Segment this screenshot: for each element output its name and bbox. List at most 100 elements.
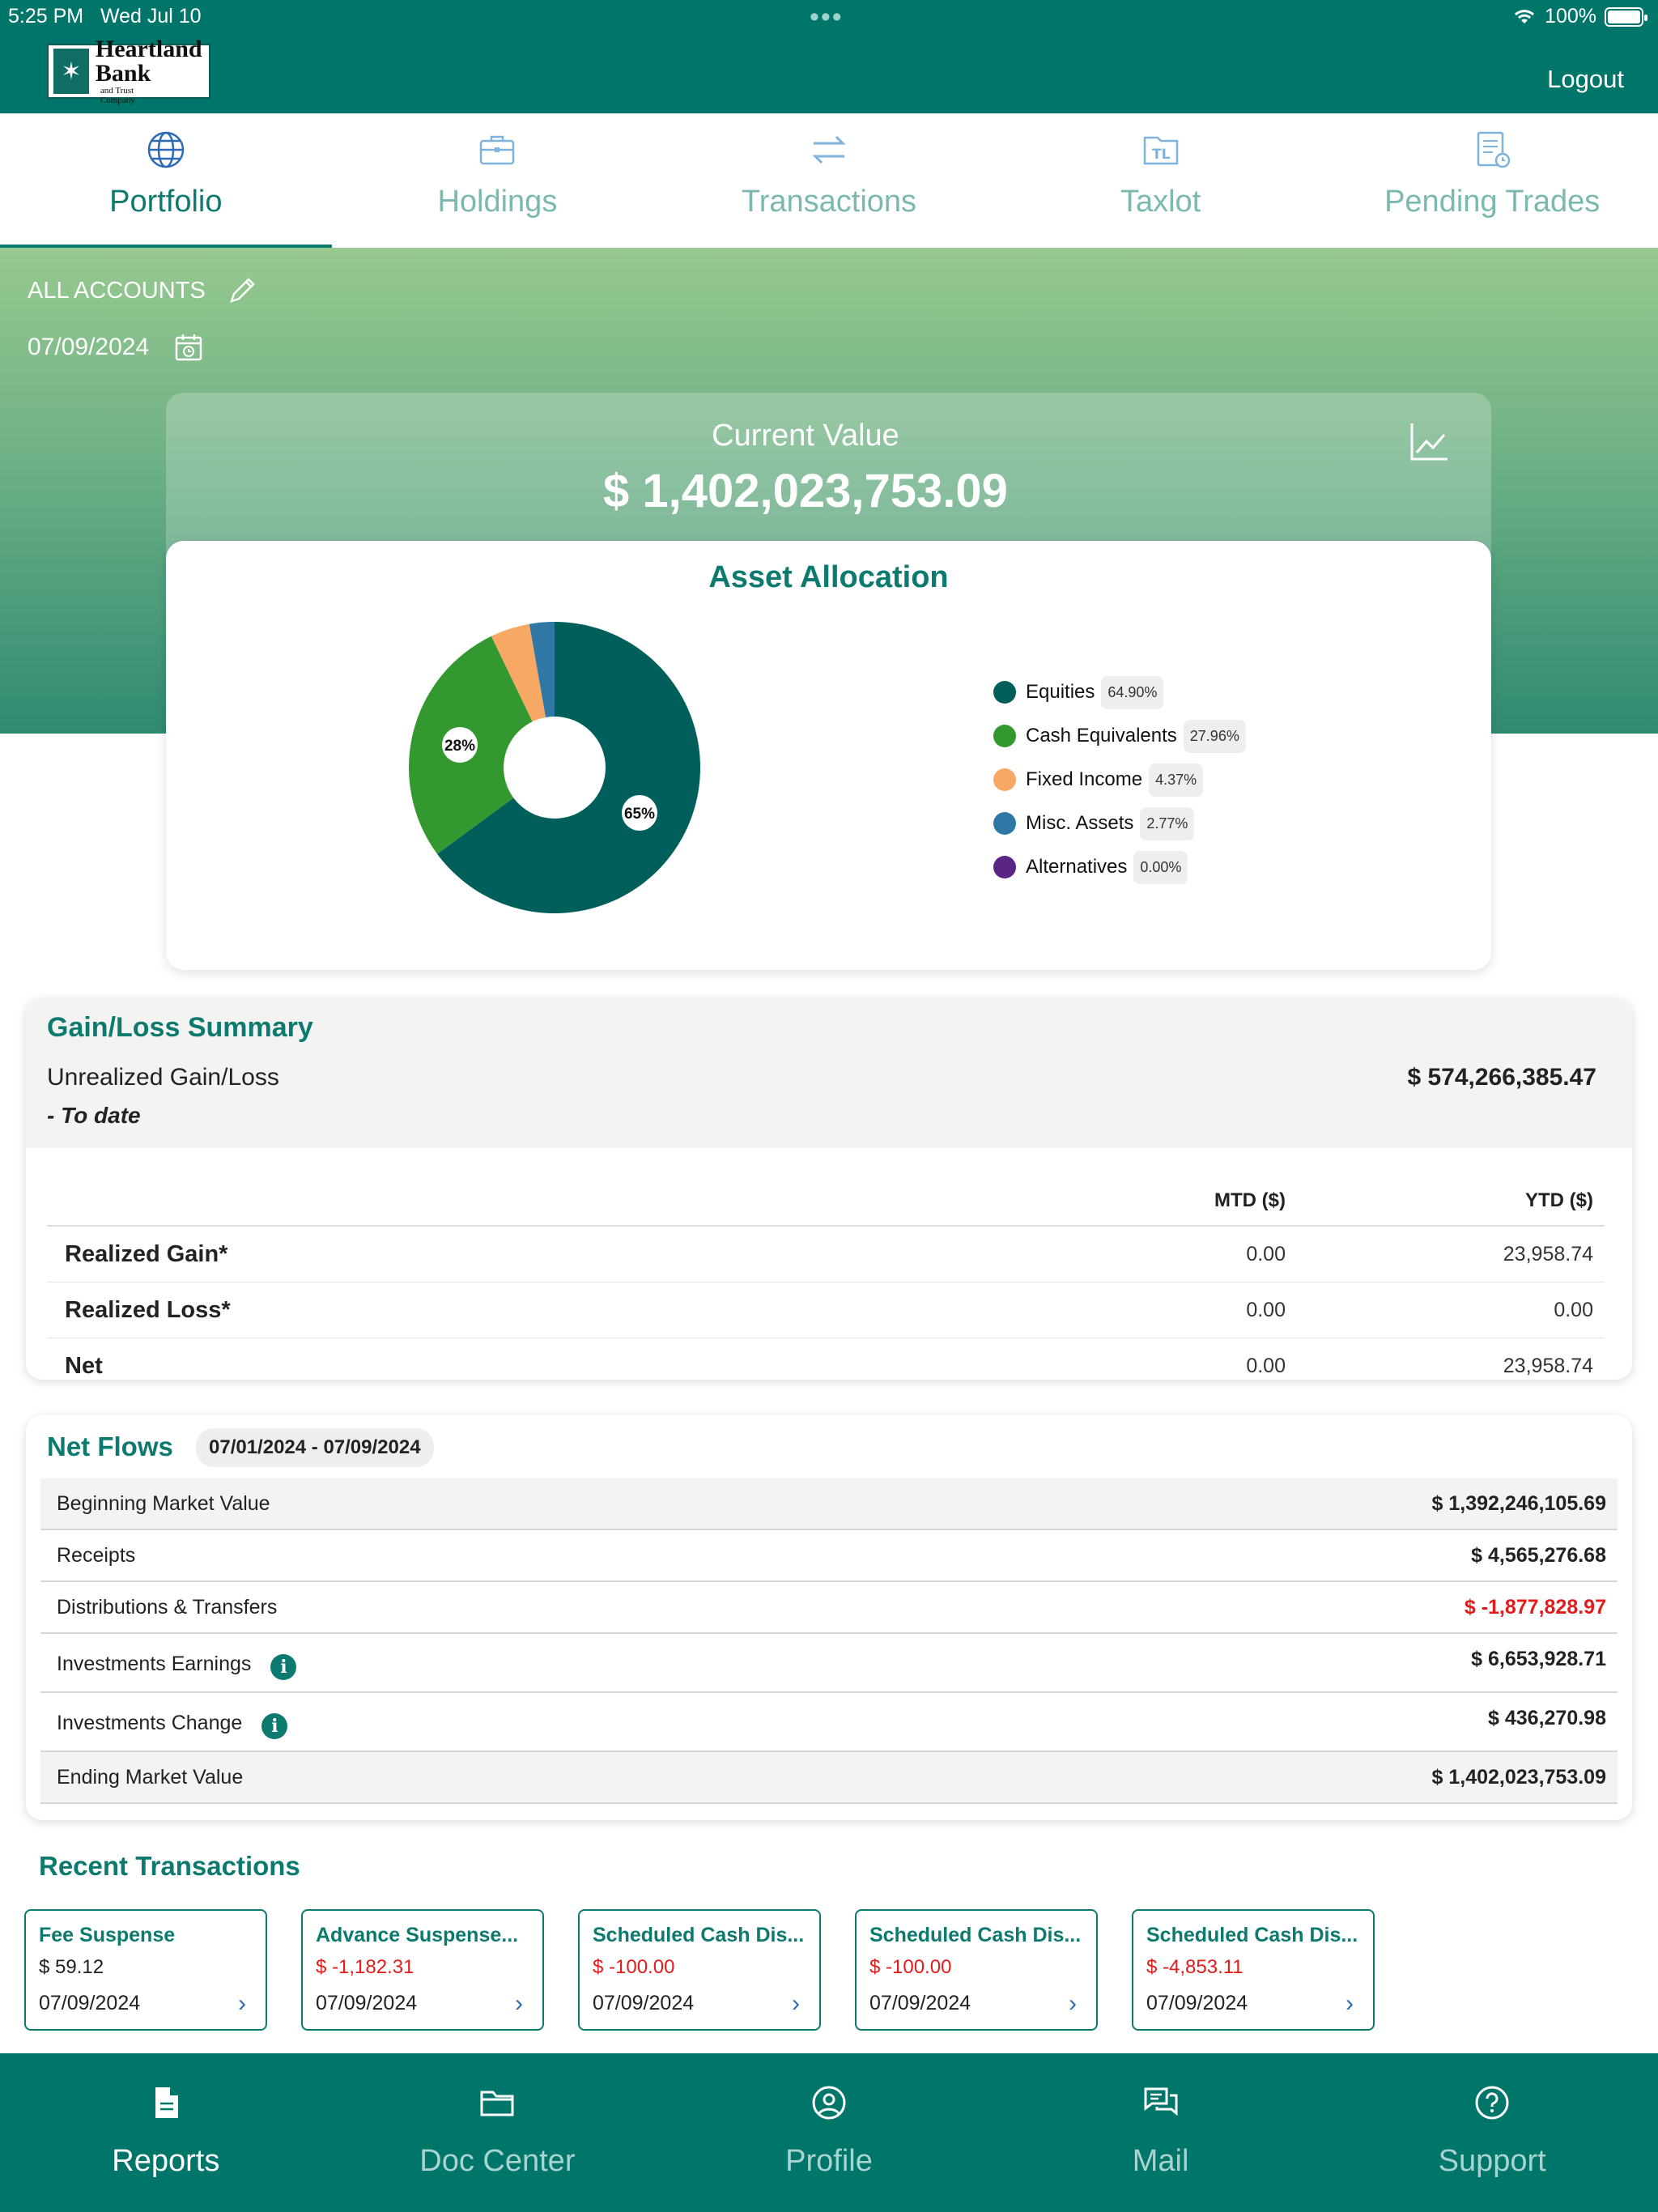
legend-swatch (993, 681, 1016, 704)
nav-reports-label: Reports (112, 2144, 220, 2178)
chevron-right-icon[interactable]: › (238, 1990, 246, 2017)
row-ytd: 0.00 (1554, 1299, 1593, 1321)
legend-percent: 0.00% (1133, 850, 1188, 884)
nav-profile[interactable]: Profile (663, 2053, 995, 2212)
pencil-icon[interactable] (227, 275, 257, 306)
transaction-amount: $ -4,853.11 (1146, 1956, 1244, 1978)
row-label: Investments Change (57, 1711, 243, 1734)
nav-doc-center[interactable]: Doc Center (332, 2053, 664, 2212)
row-label: Distributions & Transfers (57, 1596, 278, 1619)
status-time-value: 5:25 PM (8, 5, 84, 28)
briefcase-icon (480, 135, 515, 165)
status-date-value: Wed Jul 10 (100, 5, 202, 28)
legend-label: Cash Equivalents (1026, 725, 1177, 747)
star-mark-icon: ✶ (53, 49, 89, 94)
nav-reports[interactable]: Reports (0, 2053, 332, 2212)
legend-swatch (993, 812, 1016, 835)
tab-holdings-label: Holdings (437, 185, 558, 219)
legend-label: Equities (1026, 681, 1095, 703)
gain-loss-summary-card: Gain/Loss Summary Unrealized Gain/Loss -… (26, 998, 1632, 1380)
date-selector[interactable]: 07/09/2024 (28, 332, 204, 363)
chevron-right-icon[interactable]: › (515, 1990, 523, 2017)
heartland-bank-logo: ✶ Heartland Bankand Trust Company (47, 36, 210, 105)
table-row: Distributions & Transfers $ -1,877,828.9… (40, 1582, 1618, 1634)
chevron-right-icon[interactable]: › (792, 1990, 800, 2017)
chevron-right-icon[interactable]: › (1069, 1990, 1077, 2017)
transaction-card[interactable]: Scheduled Cash Dis... $ -100.00 07/09/20… (855, 1909, 1098, 2031)
legend-swatch (993, 856, 1016, 878)
asset-allocation-title: Asset Allocation (708, 560, 949, 594)
row-value: $ -1,877,828.97 (1464, 1596, 1606, 1619)
row-label: Investments Earnings (57, 1652, 252, 1675)
row-label: Beginning Market Value (57, 1492, 270, 1515)
tab-portfolio[interactable]: Portfolio (0, 113, 332, 248)
multitask-dots-icon[interactable]: ••• (810, 2, 844, 32)
gain-loss-header: Gain/Loss Summary Unrealized Gain/Loss -… (26, 998, 1632, 1148)
pie-slice-cash-equivalents[interactable] (409, 636, 555, 854)
nav-doc-center-label: Doc Center (419, 2144, 576, 2178)
transaction-name: Scheduled Cash Dis... (593, 1924, 805, 1946)
top-tab-bar: Portfolio Holdings Transactions TL Taxlo… (0, 113, 1658, 248)
tab-transactions-label: Transactions (741, 185, 917, 219)
tab-holdings[interactable]: Holdings (332, 113, 664, 248)
chevron-right-icon[interactable]: › (1346, 1990, 1354, 2017)
table-row: Net 0.00 23,958.74 (47, 1338, 1605, 1380)
table-row: Realized Loss* 0.00 0.00 (47, 1283, 1605, 1338)
logo-line2: Bank (95, 59, 151, 87)
nav-support[interactable]: Support (1326, 2053, 1658, 2212)
battery-percent: 100% (1545, 5, 1596, 28)
table-row: Realized Gain* 0.00 23,958.74 (47, 1227, 1605, 1283)
logout-button[interactable]: Logout (1547, 65, 1624, 93)
asset-allocation-card: Asset Allocation 28% 65% Equities 64.90% C… (166, 541, 1491, 970)
document-clock-icon (1477, 131, 1511, 168)
row-mtd: 0.00 (1246, 1355, 1286, 1377)
row-value: $ 1,392,246,105.69 (1431, 1492, 1606, 1515)
legend-label: Misc. Assets (1026, 812, 1134, 834)
slice-label-bubble-cash (442, 727, 478, 763)
legend-item: Equities 64.90% (993, 670, 1246, 714)
tab-pending-trades[interactable]: Pending Trades (1326, 113, 1658, 248)
transaction-name: Advance Suspense... (316, 1924, 519, 1946)
account-selector[interactable]: ALL ACCOUNTS (28, 275, 257, 306)
info-icon[interactable]: i (261, 1713, 288, 1739)
logo-line1: Heartland (95, 35, 202, 62)
document-icon (155, 2087, 178, 2118)
tab-portfolio-label: Portfolio (109, 185, 223, 219)
tab-taxlot[interactable]: TL Taxlot (995, 113, 1327, 248)
legend-percent: 64.90% (1101, 675, 1164, 709)
row-ytd: 23,958.74 (1503, 1243, 1593, 1266)
unrealized-value: $ 574,266,385.47 (1407, 1064, 1596, 1091)
row-label: Receipts (57, 1544, 136, 1567)
transaction-date: 07/09/2024 (593, 1992, 695, 2014)
transaction-card[interactable]: Scheduled Cash Dis... $ -100.00 07/09/20… (578, 1909, 821, 2031)
legend-item: Fixed Income 4.37% (993, 758, 1246, 802)
legend-item: Cash Equivalents 27.96% (993, 714, 1246, 758)
row-label: Ending Market Value (57, 1766, 244, 1789)
status-indicators: 100% (1512, 5, 1647, 28)
recent-transactions-title: Recent Transactions (39, 1851, 300, 1881)
legend-label: Fixed Income (1026, 768, 1143, 790)
status-time: 5:25 PM Wed Jul 10 (8, 5, 202, 28)
donut-hole (504, 717, 606, 819)
globe-icon (147, 131, 185, 168)
taxlot-icon: TL (1143, 136, 1178, 165)
row-mtd: 0.00 (1246, 1243, 1286, 1266)
net-flows-title: Net Flows (47, 1431, 173, 1461)
calendar-icon[interactable] (173, 332, 204, 363)
transaction-card[interactable]: Advance Suspense... $ -1,182.31 07/09/20… (301, 1909, 544, 2031)
transaction-card[interactable]: Fee Suspense $ 59.12 07/09/2024 › (24, 1909, 267, 2031)
row-value: $ 4,565,276.68 (1471, 1544, 1606, 1567)
line-chart-icon[interactable] (1409, 420, 1451, 462)
gain-loss-title: Gain/Loss Summary (47, 1012, 313, 1043)
info-icon[interactable]: i (270, 1654, 297, 1680)
gain-loss-header-row: MTD ($) YTD ($) (47, 1172, 1605, 1227)
svg-text:TL: TL (1152, 147, 1171, 163)
transaction-card[interactable]: Scheduled Cash Dis... $ -4,853.11 07/09/… (1132, 1909, 1375, 2031)
table-row: Ending Market Value $ 1,402,023,753.09 (40, 1752, 1618, 1804)
gain-loss-table: MTD ($) YTD ($) Realized Gain* 0.00 23,9… (47, 1172, 1605, 1380)
allocation-legend: Equities 64.90% Cash Equivalents 27.96% Fixe… (993, 670, 1246, 889)
nav-mail[interactable]: Mail (995, 2053, 1327, 2212)
tab-transactions[interactable]: Transactions (663, 113, 995, 248)
row-label: Realized Gain* (65, 1241, 228, 1267)
transaction-amount: $ -100.00 (593, 1956, 675, 1978)
